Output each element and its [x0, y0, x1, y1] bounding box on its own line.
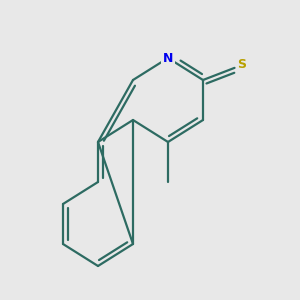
Text: N: N	[163, 52, 173, 64]
Text: S: S	[238, 58, 247, 71]
